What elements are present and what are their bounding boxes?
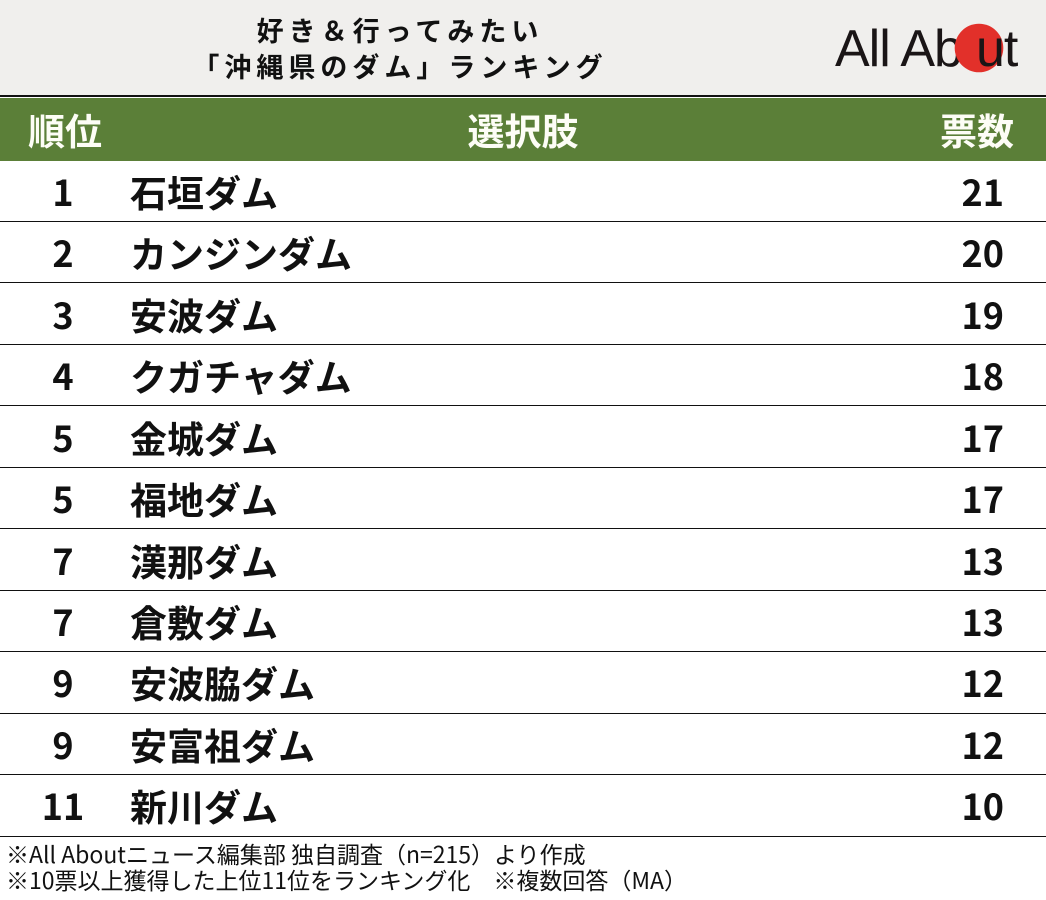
svg-text:All Ab: All Ab <box>835 21 962 78</box>
svg-text:ut: ut <box>976 21 1019 78</box>
